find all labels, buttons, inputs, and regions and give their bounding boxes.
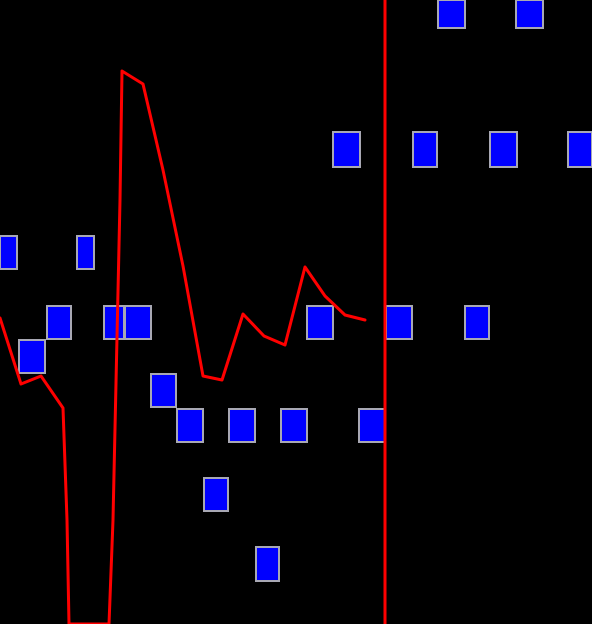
blue-block-icon: [306, 305, 334, 340]
blue-block-icon: [176, 408, 204, 443]
blue-block-icon: [567, 131, 592, 168]
blocks-layer: [0, 0, 592, 582]
blue-block-icon: [489, 131, 518, 168]
blue-block-icon: [280, 408, 308, 443]
blue-block-icon: [124, 305, 152, 340]
blue-block-icon: [358, 408, 386, 443]
red-path-line: [0, 69, 367, 624]
blue-block-icon: [150, 373, 177, 408]
blue-block-icon: [0, 235, 18, 270]
blue-block-icon: [103, 305, 125, 340]
blue-block-icon: [515, 0, 544, 29]
blue-block-icon: [255, 546, 280, 582]
blue-block-icon: [228, 408, 256, 443]
blue-block-icon: [385, 305, 413, 340]
blue-block-icon: [18, 339, 46, 374]
blue-block-icon: [203, 477, 229, 512]
blue-block-icon: [46, 305, 72, 340]
blue-block-icon: [412, 131, 438, 168]
blue-block-icon: [437, 0, 466, 29]
blue-block-icon: [76, 235, 95, 270]
blue-block-icon: [464, 305, 490, 340]
blue-block-icon: [332, 131, 361, 168]
